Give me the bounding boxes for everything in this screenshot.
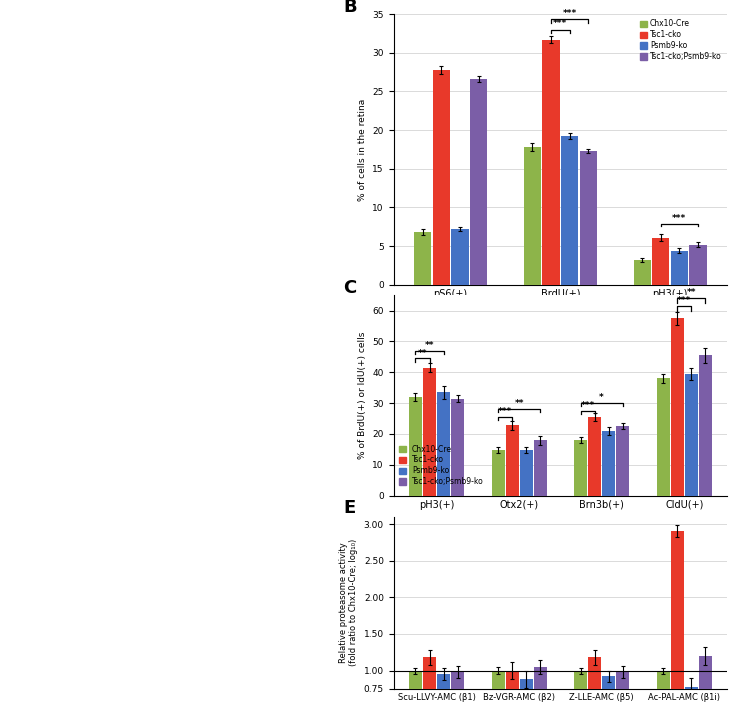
Bar	[699, 356, 712, 496]
Bar	[524, 147, 541, 285]
Bar	[657, 378, 670, 496]
Text: **: **	[515, 399, 524, 408]
Bar	[603, 431, 615, 496]
Bar	[657, 671, 670, 703]
Bar	[409, 397, 422, 496]
Legend: Chx10-Cre, Tsc1-cko, Psmb9-ko, Tsc1-cko;Psmb9-ko: Chx10-Cre, Tsc1-cko, Psmb9-ko, Tsc1-cko;…	[397, 443, 485, 488]
Bar	[432, 70, 450, 285]
Bar	[685, 687, 698, 703]
Y-axis label: % of cells in the retina: % of cells in the retina	[358, 98, 366, 200]
Bar	[409, 671, 422, 703]
Bar	[506, 425, 518, 496]
Bar	[437, 674, 450, 703]
Text: **: **	[425, 341, 434, 350]
Bar	[492, 671, 504, 703]
Bar	[671, 318, 684, 496]
Bar	[574, 671, 587, 703]
Bar	[671, 531, 684, 703]
Bar	[492, 450, 504, 496]
Bar	[603, 676, 615, 703]
Bar	[534, 440, 547, 496]
Text: B: B	[344, 0, 357, 16]
Text: **: **	[687, 288, 696, 297]
Bar	[616, 426, 629, 496]
Text: C: C	[344, 279, 357, 297]
Bar	[685, 374, 698, 496]
Bar	[616, 672, 629, 703]
Y-axis label: % of BrdU(+) or IdU(+) cells: % of BrdU(+) or IdU(+) cells	[358, 332, 366, 459]
Bar	[451, 672, 464, 703]
Y-axis label: Relative proteasome activity
(fold ratio to Chx10-Cre; log₁₀): Relative proteasome activity (fold ratio…	[339, 539, 358, 666]
Bar	[542, 39, 559, 285]
Bar	[520, 450, 533, 496]
Text: *: *	[600, 393, 604, 402]
Text: ***: ***	[581, 401, 594, 410]
Bar	[561, 136, 578, 285]
Text: ***: ***	[672, 214, 687, 223]
Bar	[423, 657, 436, 703]
Bar	[588, 417, 601, 496]
Text: E: E	[344, 499, 356, 517]
Bar	[437, 392, 450, 496]
Text: **: **	[418, 349, 427, 358]
Bar	[671, 251, 688, 285]
Text: ***: ***	[563, 9, 577, 18]
Bar	[588, 657, 601, 703]
Bar	[470, 79, 487, 285]
Bar	[580, 151, 597, 285]
Bar	[652, 238, 669, 285]
Bar	[451, 399, 464, 496]
Bar	[423, 368, 436, 496]
Bar	[633, 260, 651, 285]
Bar	[534, 667, 547, 703]
Text: ***: ***	[553, 20, 567, 28]
Bar	[506, 671, 518, 703]
Text: ***: ***	[677, 296, 691, 304]
Legend: Chx10-Cre, Tsc1-cko, Psmb9-ko, Tsc1-cko;Psmb9-ko: Chx10-Cre, Tsc1-cko, Psmb9-ko, Tsc1-cko;…	[638, 18, 723, 63]
Text: ***: ***	[498, 407, 512, 416]
Bar	[690, 245, 707, 285]
Bar	[574, 440, 587, 496]
Bar	[414, 232, 431, 285]
Bar	[452, 229, 468, 285]
Bar	[520, 679, 533, 703]
Bar	[699, 656, 712, 703]
